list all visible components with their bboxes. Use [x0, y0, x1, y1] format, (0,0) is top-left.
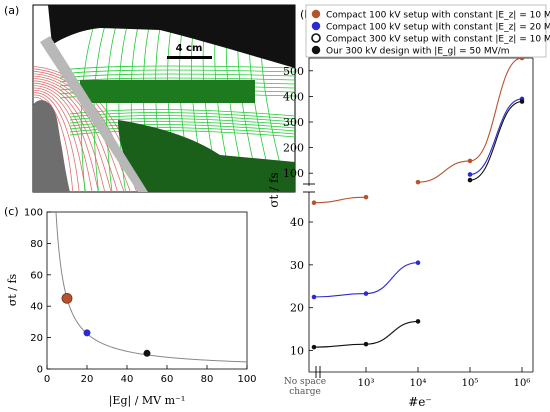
- series-point: [363, 194, 369, 200]
- y-tick-label: 100: [24, 208, 43, 219]
- legend-entry: Compact 300 kV setup with constant |E_z|…: [326, 35, 550, 45]
- y-tick-label: 80: [30, 239, 43, 250]
- y-tick-label: 500: [283, 65, 304, 78]
- series-point: [311, 344, 317, 350]
- series-point: [363, 291, 369, 296]
- panel-c-label: (c): [4, 205, 19, 218]
- x-tick-label: 80: [201, 374, 214, 385]
- y-tick-label: 200: [283, 142, 304, 155]
- x-tick-label: 20: [81, 374, 94, 385]
- equipotential-line: [33, 92, 80, 192]
- panel-b-upper-axes: [308, 57, 533, 186]
- equipotential-line: [33, 80, 112, 192]
- series-point: [415, 179, 421, 185]
- panel-c-points: [61, 292, 151, 357]
- series-point: [467, 177, 473, 183]
- panel-b-xlabel: #e⁻: [408, 395, 432, 409]
- x-tick-label: 100: [237, 374, 256, 385]
- field-line: [59, 69, 295, 75]
- legend-marker: [311, 21, 321, 31]
- y-tick-label: 20: [290, 302, 304, 315]
- x-tick-label: charge: [289, 387, 321, 397]
- panel-c-curve: [55, 212, 247, 363]
- anode-lower-block: [118, 120, 295, 192]
- x-tick-label: 60: [161, 374, 174, 385]
- panel-c: (c) 0 20 40 60 80 100 0 20 40 60 80 100 σt / fs |Eg…: [4, 205, 257, 408]
- equipotential-line: [33, 89, 86, 192]
- panel-a-label: (a): [4, 4, 19, 17]
- x-tick-label: 10⁵: [462, 378, 479, 389]
- series-point: [519, 58, 525, 61]
- y-tick-label: 40: [290, 216, 304, 229]
- panel-c-axes: [46, 211, 248, 370]
- panel-b-legend: Compact 100 kV setup with constant |E_z|…: [311, 9, 550, 57]
- anode-top-block: [48, 5, 295, 68]
- panel-c-point: [143, 349, 151, 357]
- panel-c-xlabel: |Eg| / MV m⁻¹: [109, 394, 186, 408]
- y-axis-break: [303, 183, 315, 193]
- x-tick-label: 40: [121, 374, 134, 385]
- field-line: [59, 73, 295, 79]
- equipotential-line: [33, 94, 74, 192]
- equipotential-line: [33, 82, 106, 192]
- y-tick-label: 400: [283, 90, 304, 103]
- panel-c-ylabel: σt / fs: [6, 273, 19, 306]
- equipotential-line: [33, 85, 99, 192]
- y-tick-label: 100: [283, 167, 304, 180]
- series-point: [363, 341, 369, 347]
- series-point: [467, 172, 473, 177]
- legend-marker: [311, 9, 321, 19]
- y-tick-label: 0: [37, 365, 43, 376]
- series-point: [415, 260, 421, 266]
- panel-b-ylabel: σt / fs: [267, 172, 281, 207]
- panel-c-ticks: 0 20 40 60 80 100 0 20 40 60 80 100: [24, 208, 257, 386]
- y-tick-label: 40: [30, 302, 43, 313]
- legend-marker: [311, 45, 321, 55]
- cathode-electrode: [33, 100, 70, 192]
- series-point: [311, 294, 317, 300]
- series-line: [469, 98, 523, 176]
- panel-b-upper-series: [415, 58, 525, 185]
- x-tick-label: 10³: [358, 378, 375, 389]
- panel-b-legend-box: [305, 4, 547, 58]
- panel-c-point: [61, 292, 73, 304]
- y-tick-label: 20: [30, 333, 43, 344]
- field-line: [69, 130, 295, 138]
- series-point: [415, 319, 421, 324]
- series-line: [313, 196, 367, 204]
- series-line: [417, 58, 523, 183]
- x-tick-label: 10⁴: [410, 378, 427, 389]
- x-tick-label: 10⁶: [514, 378, 531, 389]
- x-axis-break: [315, 366, 321, 378]
- y-tick-label: 300: [283, 116, 304, 129]
- field-line: [59, 65, 295, 71]
- panel-b-lower-series: [311, 194, 421, 350]
- series-point: [467, 158, 473, 164]
- y-tick-label: 60: [30, 270, 43, 281]
- y-tick-label: 10: [290, 345, 304, 358]
- legend-marker: [311, 33, 321, 43]
- equipotential-line: [33, 87, 93, 192]
- x-tick-label: 0: [44, 374, 50, 385]
- panel-c-point: [83, 329, 91, 337]
- field-line: [69, 127, 295, 135]
- series-point: [519, 99, 525, 104]
- scale-bar: [167, 56, 212, 59]
- anode-middle-block: [80, 80, 255, 103]
- scale-bar-label: 4 cm: [176, 43, 203, 54]
- y-tick-label: 30: [290, 259, 304, 272]
- panel-b-lower-axes: [308, 192, 533, 373]
- legend-entry: Compact 100 kV setup with constant |E_z|…: [326, 11, 550, 21]
- legend-entry: Compact 100 kV setup with constant |E_z|…: [326, 23, 550, 33]
- series-point: [311, 200, 317, 206]
- series-line: [469, 100, 523, 181]
- x-tick-label: No space: [284, 377, 326, 387]
- panel-a: 4 cm (a): [4, 4, 296, 193]
- legend-entry: Our 300 kV design with |E_g| = 50 MV/m: [326, 47, 510, 57]
- gap-plate: [40, 36, 148, 192]
